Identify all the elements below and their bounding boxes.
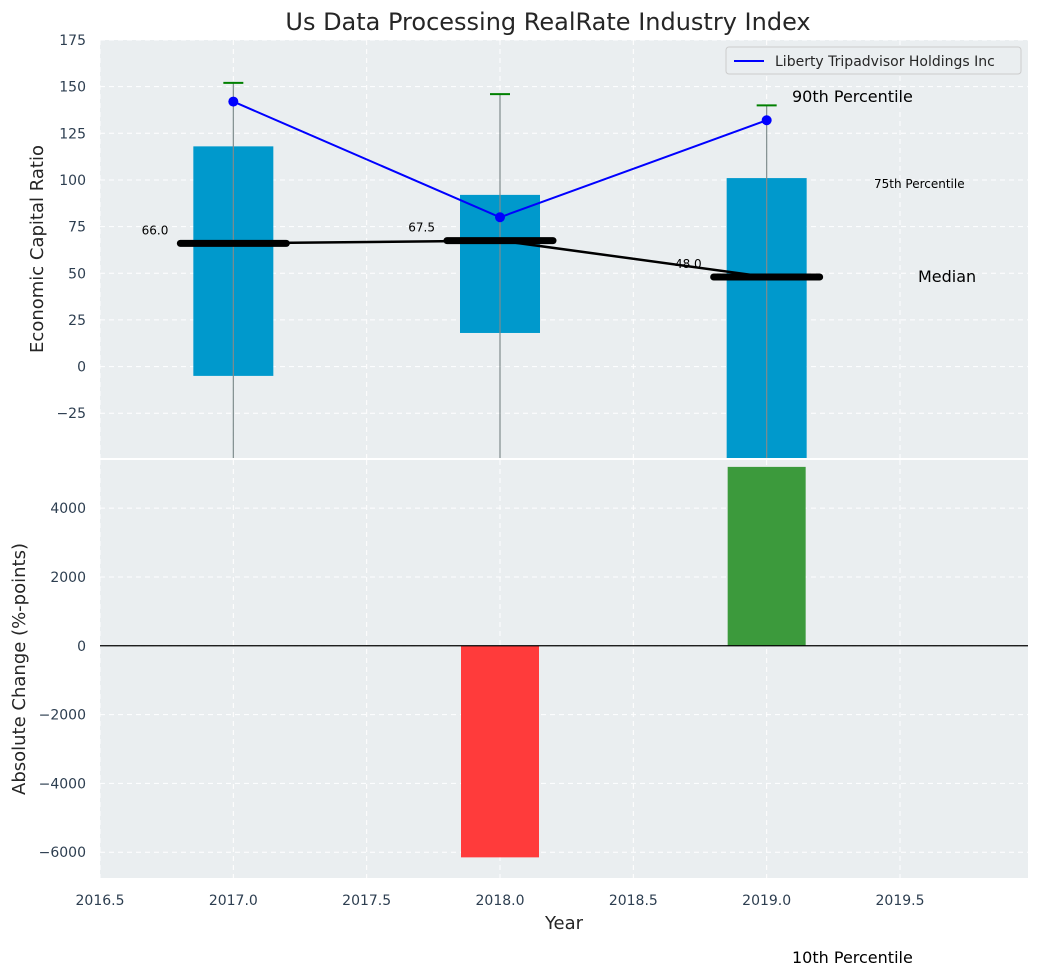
change-bar: [461, 645, 539, 858]
annotation-10th-percentile: 10th Percentile: [792, 948, 913, 967]
series-point: [228, 96, 239, 107]
annotation-90th-percentile: 90th Percentile: [792, 87, 913, 106]
series-point: [761, 115, 772, 126]
bottom-y-tick-label: 4000: [50, 501, 86, 517]
series-point: [495, 212, 505, 223]
x-tick-label: 2018.0: [476, 893, 525, 909]
bottom-y-tick-label: 2000: [50, 570, 86, 586]
top-y-tick-label: 50: [68, 266, 86, 282]
top-y-tick-label: 25: [68, 313, 86, 329]
chart-title: Us Data Processing RealRate Industry Ind…: [285, 8, 810, 36]
bottom-y-axis-label: Absolute Change (%-points): [9, 543, 30, 795]
top-y-axis-label: Economic Capital Ratio: [27, 145, 48, 353]
median-value-label: 48.0: [675, 257, 702, 271]
bottom-y-tick-label: −6000: [39, 845, 86, 861]
x-tick-label: 2018.5: [609, 893, 658, 909]
top-y-tick-label: 150: [59, 80, 86, 96]
x-tick-label: 2017.0: [209, 893, 258, 909]
x-tick-label: 2017.5: [342, 893, 391, 909]
bottom-y-tick-label: −4000: [39, 776, 86, 792]
annotation-75th-percentile: 75th Percentile: [874, 177, 965, 191]
top-y-tick-label: 75: [68, 220, 86, 236]
change-bar: [727, 466, 806, 646]
x-tick-label: 2019.5: [876, 893, 925, 909]
top-y-tick-label: 125: [59, 126, 86, 142]
median-value-label: 66.0: [142, 223, 169, 237]
bottom-y-tick-label: 0: [77, 639, 86, 655]
legend-box: [725, 46, 1022, 75]
top-y-tick-label: 175: [59, 33, 86, 49]
x-tick-label: 2019.0: [742, 893, 791, 909]
bottom-y-tick-label: −2000: [39, 708, 86, 724]
x-tick-label: 2016.5: [76, 893, 125, 909]
top-y-tick-label: 0: [77, 360, 86, 376]
top-y-tick-label: 100: [59, 173, 86, 189]
top-y-tick-label: −25: [56, 406, 86, 422]
bottom-plot-area: [100, 460, 1028, 878]
median-value-label: 67.5: [408, 221, 435, 235]
x-axis-label: Year: [544, 913, 584, 934]
legend-label: Liberty Tripadvisor Holdings Inc: [775, 54, 995, 70]
annotation-median: Median: [918, 267, 976, 286]
